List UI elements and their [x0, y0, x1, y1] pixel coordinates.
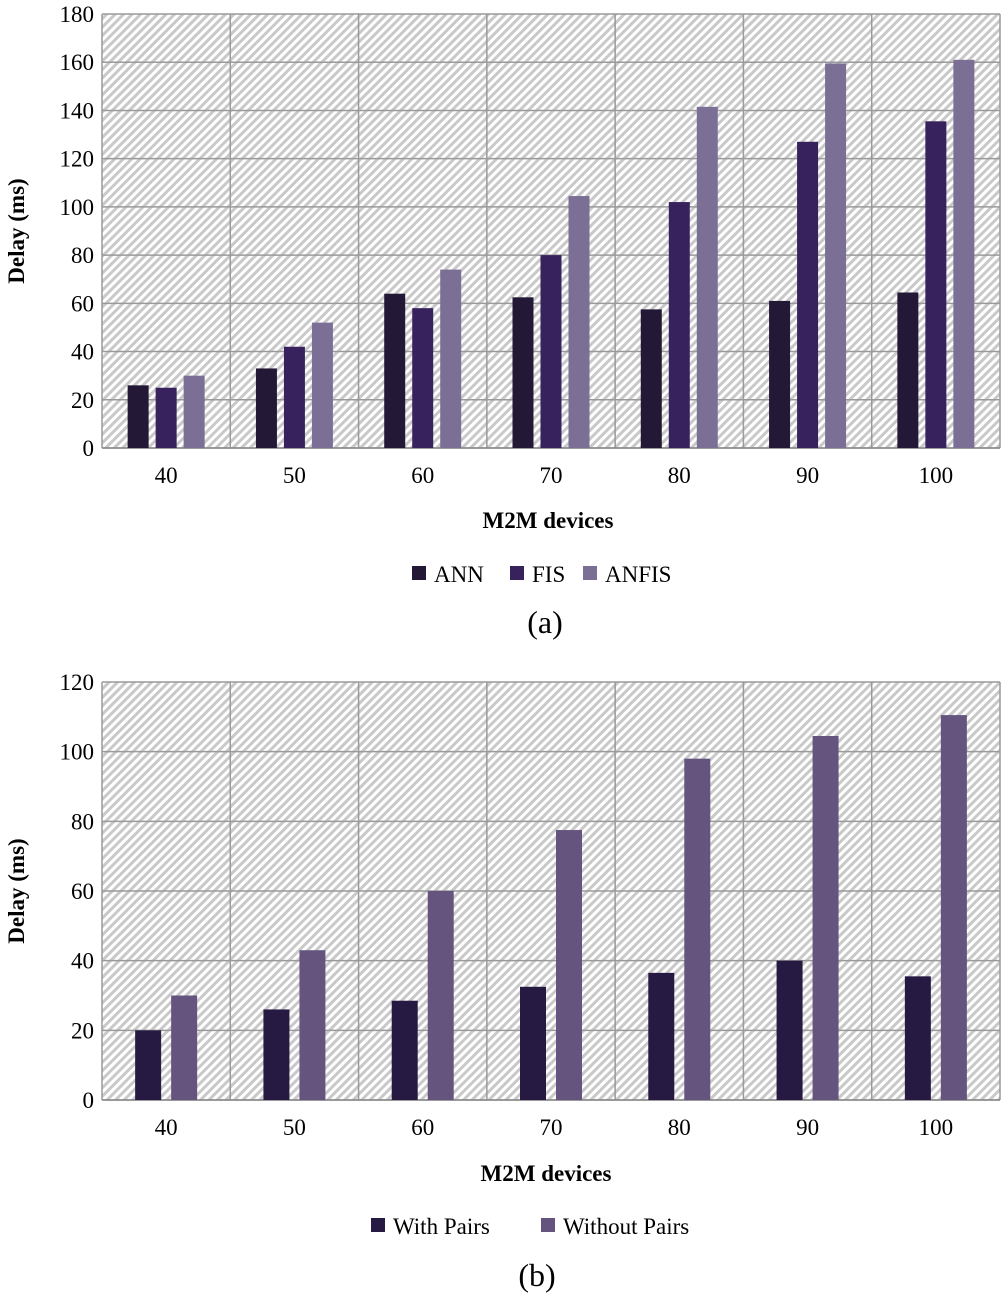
legend-swatch-without-pairs [541, 1218, 555, 1232]
legend-a: ANN FIS ANFIS [412, 562, 671, 587]
y-tick-labels-b: 0 20 40 60 80 100 120 [60, 670, 95, 1113]
x-tick-label: 50 [283, 1115, 306, 1140]
y-tick-label: 40 [71, 949, 94, 974]
x-tick-label: 90 [796, 1115, 819, 1140]
chart-a: 0 20 40 60 80 100 120 140 160 180 40 50 60 70 80 90 100… [4, 2, 1001, 640]
bar-ann-80 [640, 309, 662, 448]
x-tick-label: 80 [668, 463, 691, 488]
bar-without-pairs-70 [556, 830, 582, 1100]
legend-label: ANFIS [605, 562, 671, 587]
bar-with-pairs-90 [776, 960, 803, 1100]
bar-fis-100 [925, 121, 947, 449]
bar-ann-50 [255, 368, 277, 448]
bar-fis-50 [283, 346, 305, 448]
bar-with-pairs-100 [904, 976, 931, 1100]
bar-without-pairs-50 [299, 950, 326, 1100]
legend-b: With Pairs Without Pairs [371, 1214, 689, 1239]
bar-fis-70 [540, 255, 562, 448]
bar-with-pairs-70 [520, 986, 546, 1100]
x-axis-title-b: M2M devices [481, 1161, 612, 1186]
bar-anfis-40 [183, 375, 205, 448]
legend-swatch-anfis [583, 566, 597, 580]
bar-fis-90 [797, 141, 819, 449]
bar-with-pairs-40 [135, 1030, 162, 1100]
y-tick-label: 100 [60, 740, 95, 765]
y-tick-label: 120 [60, 147, 95, 172]
y-tick-label: 60 [71, 291, 94, 316]
y-tick-labels-a: 0 20 40 60 80 100 120 140 160 180 [60, 2, 95, 461]
bar-fis-80 [668, 202, 690, 448]
bar-anfis-80 [696, 106, 718, 449]
chart-b: 0 20 40 60 80 100 120 40 50 60 70 80 90 100 M2M devi… [4, 670, 1001, 1293]
bar-ann-90 [769, 300, 791, 448]
x-tick-label: 70 [540, 463, 563, 488]
caption-a: (a) [527, 604, 563, 640]
y-tick-label: 100 [60, 195, 95, 220]
legend-label: FIS [532, 562, 565, 587]
x-axis-title-a: M2M devices [483, 508, 614, 533]
y-tick-label: 60 [71, 879, 94, 904]
bar-without-pairs-60 [427, 891, 454, 1100]
x-tick-label: 100 [919, 463, 954, 488]
y-tick-label: 80 [71, 809, 94, 834]
bar-without-pairs-40 [171, 995, 198, 1100]
bar-anfis-60 [440, 269, 462, 448]
x-tick-label: 90 [796, 463, 819, 488]
y-axis-title-b: Delay (ms) [4, 838, 29, 943]
gridlines-a [101, 13, 1001, 449]
y-tick-label: 140 [60, 98, 95, 123]
x-tick-labels-a: 40 50 60 70 80 90 100 [155, 463, 953, 488]
caption-b: (b) [518, 1257, 555, 1293]
y-tick-label: 20 [71, 1018, 94, 1043]
bar-with-pairs-50 [263, 1009, 290, 1100]
bar-without-pairs-80 [684, 758, 711, 1100]
y-tick-label: 0 [83, 436, 95, 461]
bar-ann-40 [127, 385, 149, 448]
bar-fis-40 [155, 387, 177, 448]
x-tick-label: 60 [411, 1115, 434, 1140]
legend-swatch-fis [510, 566, 524, 580]
y-tick-label: 0 [83, 1088, 95, 1113]
bar-fis-60 [412, 308, 434, 448]
bar-with-pairs-80 [648, 972, 675, 1100]
y-tick-label: 180 [60, 2, 95, 27]
y-tick-label: 80 [71, 243, 94, 268]
bar-anfis-70 [568, 196, 590, 448]
gridlines-b [101, 681, 1001, 1101]
x-tick-label: 40 [155, 463, 178, 488]
y-tick-label: 120 [60, 670, 95, 695]
legend-label: ANN [434, 562, 484, 587]
legend-swatch-with-pairs [371, 1218, 385, 1232]
bar-ann-100 [897, 292, 919, 448]
x-tick-label: 60 [411, 463, 434, 488]
y-axis-title-a: Delay (ms) [4, 178, 29, 283]
bar-without-pairs-100 [940, 715, 967, 1100]
bars-b [135, 715, 967, 1100]
bar-anfis-50 [311, 322, 333, 448]
bar-anfis-90 [825, 63, 847, 449]
bar-ann-60 [384, 293, 406, 448]
x-tick-labels-b: 40 50 60 70 80 90 100 [155, 1115, 953, 1140]
x-tick-label: 40 [155, 1115, 178, 1140]
bar-without-pairs-90 [812, 735, 839, 1100]
bar-anfis-100 [953, 59, 975, 449]
legend-label: Without Pairs [563, 1214, 689, 1239]
bar-with-pairs-60 [391, 1000, 418, 1100]
x-tick-label: 50 [283, 463, 306, 488]
x-tick-label: 100 [919, 1115, 954, 1140]
x-tick-label: 80 [668, 1115, 691, 1140]
x-tick-label: 70 [540, 1115, 563, 1140]
y-tick-label: 20 [71, 388, 94, 413]
legend-swatch-ann [412, 566, 426, 580]
y-tick-label: 160 [60, 50, 95, 75]
legend-label: With Pairs [393, 1214, 490, 1239]
y-tick-label: 40 [71, 340, 94, 365]
bar-ann-70 [512, 297, 534, 448]
bars-a [127, 59, 975, 449]
